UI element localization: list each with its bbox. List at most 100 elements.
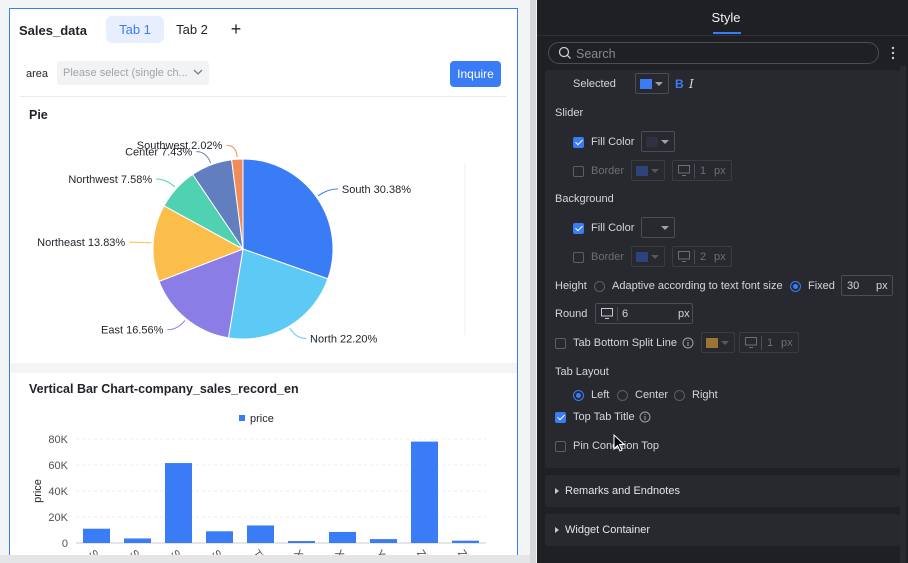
y-tick-label: 20K bbox=[48, 512, 68, 524]
slider-fill-label: Fill Color bbox=[591, 136, 635, 148]
background-border-color-picker[interactable] bbox=[631, 246, 665, 267]
selected-color-picker[interactable] bbox=[635, 73, 669, 94]
pie-label-line bbox=[156, 178, 176, 188]
bar[interactable] bbox=[370, 539, 397, 543]
split-line-checkbox[interactable] bbox=[555, 338, 566, 349]
bar[interactable] bbox=[206, 531, 233, 543]
mouse-pointer-icon bbox=[613, 434, 626, 452]
more-options-icon[interactable] bbox=[888, 45, 898, 61]
tab-layout-title: Tab Layout bbox=[555, 366, 609, 378]
layout-center-radio[interactable] bbox=[617, 390, 628, 401]
bar[interactable] bbox=[247, 525, 274, 543]
pie-label-line bbox=[129, 241, 152, 244]
pie-label-line bbox=[317, 188, 338, 197]
slider-border-color-picker[interactable] bbox=[631, 160, 665, 181]
tab-2[interactable]: Tab 2 bbox=[176, 22, 208, 37]
inquire-button[interactable]: Inquire bbox=[450, 61, 501, 87]
background-fill-color-picker[interactable] bbox=[641, 217, 675, 238]
background-border-width-input[interactable]: 2 px bbox=[672, 246, 732, 267]
widget-title: Sales_data bbox=[19, 23, 87, 38]
selected-color-swatch bbox=[640, 79, 652, 89]
bar-chart-title: Vertical Bar Chart-company_sales_record_… bbox=[29, 382, 299, 396]
pie-slice-north[interactable] bbox=[227, 248, 329, 340]
height-fixed-label: Fixed bbox=[808, 280, 835, 292]
caret-right-icon bbox=[555, 488, 559, 494]
add-tab-button[interactable]: + bbox=[230, 19, 242, 39]
active-tab-indicator bbox=[713, 32, 741, 34]
slider-fill-color-picker[interactable] bbox=[641, 131, 675, 152]
layout-left-label: Left bbox=[591, 389, 610, 401]
height-value-input[interactable]: 30 px bbox=[841, 275, 893, 296]
area-select-placeholder: Please select (single ch... bbox=[63, 67, 188, 79]
bar[interactable] bbox=[452, 540, 479, 543]
bar-chart-card[interactable]: Vertical Bar Chart-company_sales_record_… bbox=[10, 373, 517, 563]
filter-bar: area Please select (single ch... Inquire bbox=[10, 59, 517, 95]
height-adaptive-radio[interactable] bbox=[594, 281, 605, 292]
caret-right-icon bbox=[555, 527, 559, 533]
bar[interactable] bbox=[83, 528, 110, 543]
bar[interactable] bbox=[165, 463, 192, 543]
monitor-icon bbox=[678, 165, 690, 176]
pie-slice-east[interactable] bbox=[158, 248, 244, 339]
italic-toggle[interactable]: I bbox=[689, 77, 694, 91]
pie-data-label: Southwest 2.02% bbox=[137, 140, 223, 152]
slider-border-label: Border bbox=[591, 165, 625, 177]
tab-1[interactable]: Tab 1 bbox=[106, 16, 164, 43]
chevron-down-icon bbox=[193, 69, 203, 75]
tab-widget[interactable]: Sales_data Tab 1 Tab 2 + area Please sel… bbox=[9, 8, 518, 563]
top-tab-title-label: Top Tab Title bbox=[573, 411, 635, 423]
widget-container-section[interactable]: Widget Container bbox=[545, 514, 900, 546]
pie-slice-south[interactable] bbox=[242, 158, 334, 280]
top-tab-title-checkbox[interactable] bbox=[555, 412, 566, 423]
bar-chart: price020K40K60K80KpriceSharSharSharSichT… bbox=[32, 413, 486, 563]
pie-slice-southwest[interactable] bbox=[231, 158, 244, 250]
panel-scrollbar[interactable] bbox=[900, 66, 906, 563]
pie-data-label: East 16.56% bbox=[101, 325, 164, 337]
area-select[interactable]: Please select (single ch... bbox=[57, 61, 209, 85]
tab-style[interactable]: Style bbox=[711, 10, 741, 25]
layout-right-label: Right bbox=[692, 389, 718, 401]
search-icon bbox=[558, 46, 571, 59]
background-fill-checkbox[interactable] bbox=[573, 223, 584, 234]
background-section-title: Background bbox=[555, 193, 614, 205]
slider-fill-checkbox[interactable] bbox=[573, 137, 584, 148]
pie-data-label: South 30.38% bbox=[342, 184, 411, 196]
bar[interactable] bbox=[411, 441, 438, 543]
bar[interactable] bbox=[329, 531, 356, 543]
search-input[interactable]: Search bbox=[548, 42, 879, 64]
bold-toggle[interactable]: B bbox=[675, 77, 684, 91]
y-tick-label: 0 bbox=[62, 538, 68, 550]
y-tick-label: 40K bbox=[48, 486, 68, 498]
pie-chart-card[interactable]: Pie South 30.38% North 22.20% East 16.56% N… bbox=[10, 97, 517, 369]
pin-condition-checkbox[interactable] bbox=[555, 441, 566, 452]
layout-right-radio[interactable] bbox=[674, 390, 685, 401]
bar[interactable] bbox=[124, 538, 151, 543]
selected-label: Selected bbox=[573, 78, 616, 90]
split-line-color-picker[interactable] bbox=[701, 332, 735, 353]
canvas-vertical-scrollbar[interactable] bbox=[530, 0, 536, 563]
remarks-endnotes-section[interactable]: Remarks and Endnotes bbox=[545, 475, 900, 507]
monitor-icon bbox=[745, 337, 757, 348]
y-tick-label: 80K bbox=[48, 434, 68, 446]
y-tick-label: 60K bbox=[48, 460, 68, 472]
background-border-checkbox[interactable] bbox=[573, 252, 584, 263]
panel-header: Style bbox=[537, 0, 908, 36]
slider-border-width-input[interactable]: 1 px bbox=[672, 160, 732, 181]
round-value-input[interactable]: 6 px bbox=[595, 303, 693, 324]
pie-slice-northeast[interactable] bbox=[152, 205, 245, 283]
bar[interactable] bbox=[288, 541, 315, 543]
pie-chart-title: Pie bbox=[29, 108, 48, 122]
background-fill-label: Fill Color bbox=[591, 222, 635, 234]
slider-border-checkbox[interactable] bbox=[573, 166, 584, 177]
pie-chart: South 30.38% North 22.20% East 16.56% North… bbox=[37, 140, 466, 345]
canvas-horizontal-scrollbar[interactable] bbox=[0, 555, 530, 563]
height-fixed-radio[interactable] bbox=[790, 281, 801, 292]
info-icon bbox=[682, 337, 694, 349]
pie-data-label: Northwest 7.58% bbox=[68, 174, 152, 186]
y-axis-label: price bbox=[32, 479, 44, 503]
legend-label: price bbox=[250, 413, 274, 425]
layout-left-radio[interactable] bbox=[573, 390, 584, 401]
split-line-width-input[interactable]: 1 px bbox=[739, 332, 799, 353]
height-adaptive-label: Adaptive according to text font size bbox=[612, 280, 783, 292]
style-panel: Style Search Selected B I Slider Fill Co… bbox=[537, 0, 908, 563]
